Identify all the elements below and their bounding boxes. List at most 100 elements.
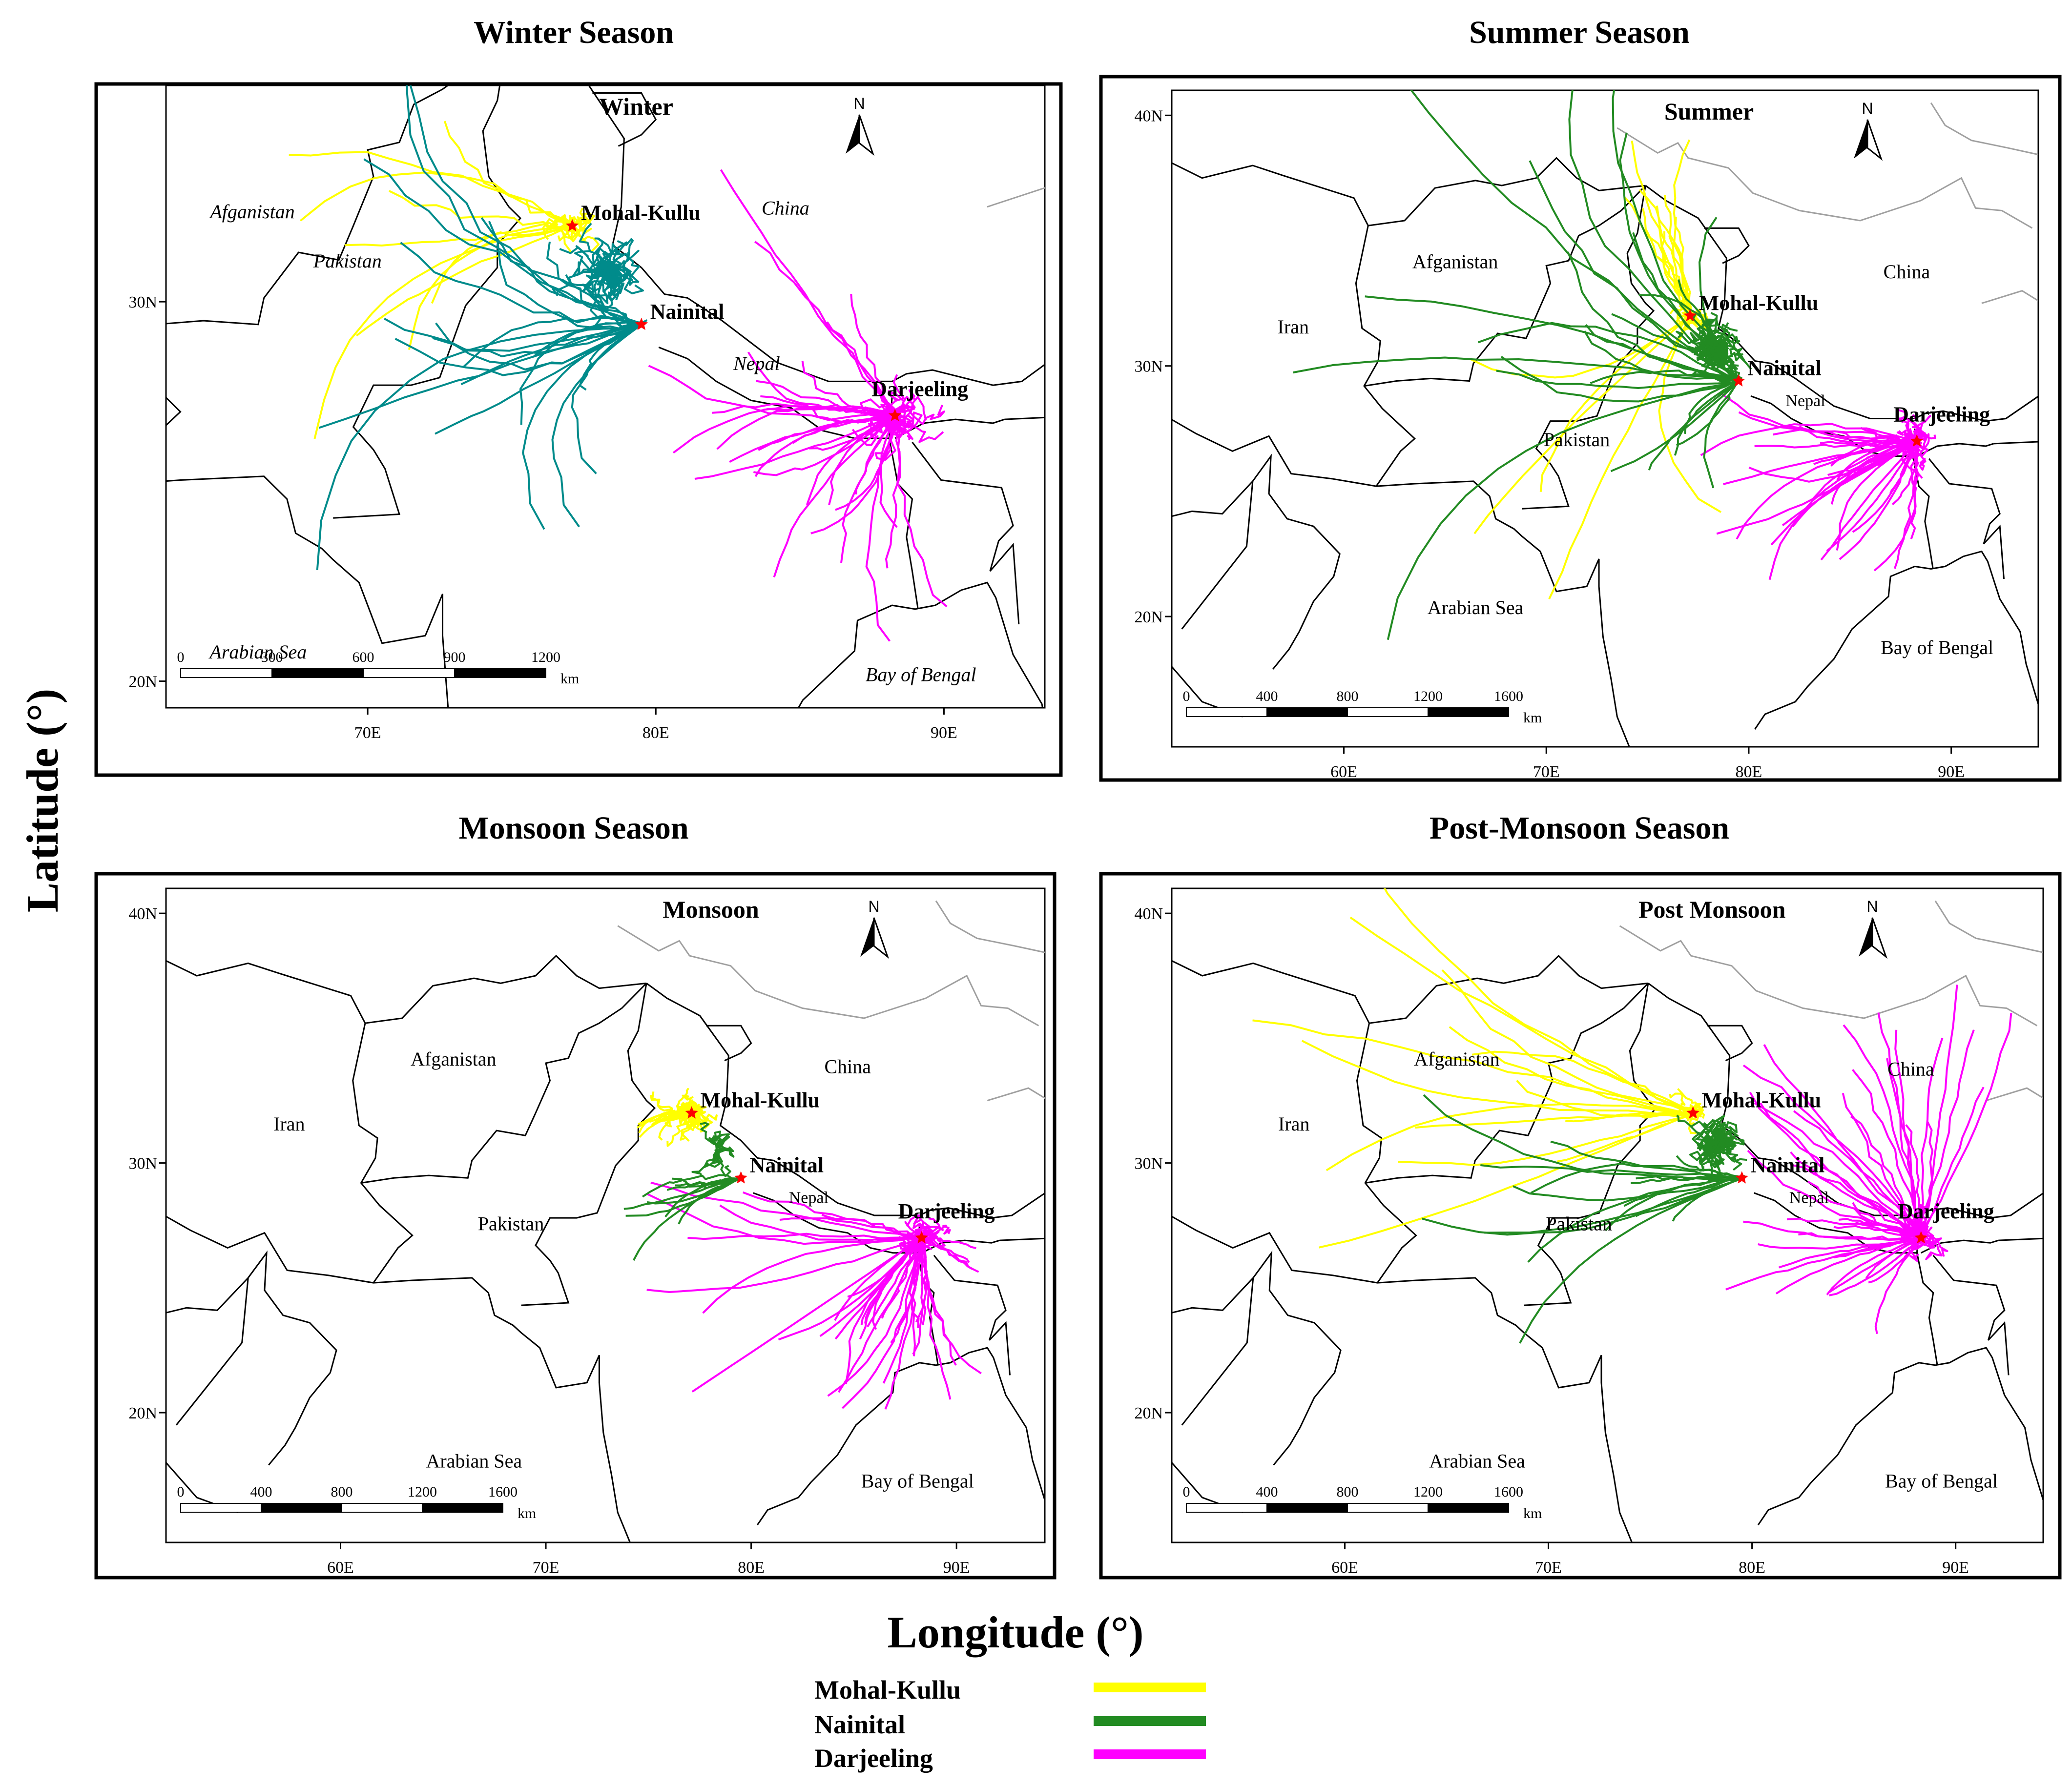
trajectory-nainital: [1387, 381, 1737, 640]
trajectory-nainital: [1674, 379, 1740, 456]
trajectory-mohal-kullu: [1252, 1019, 1692, 1115]
china-province-border: [1986, 1087, 2043, 1102]
trajectory-nainital: [603, 274, 624, 302]
trajectory-darjeeling: [1850, 1115, 1920, 1240]
region-label-bay-of-bengal: Bay of Bengal: [861, 1470, 974, 1492]
trajectory-mohal-kullu: [1673, 139, 1691, 318]
lat-tick-label: 30N: [1134, 358, 1163, 376]
trajectory-nainital: [602, 250, 633, 281]
scalebar-segment: [422, 1503, 503, 1513]
trajectory-nainital: [1636, 1174, 1745, 1181]
north-arrow-letter: N: [1866, 898, 1878, 915]
trajectory-nainital: [703, 1145, 725, 1169]
lon-tick-label: 70E: [354, 724, 381, 742]
map-layer: Iran Afganistan Pakistan China Nepal Arabian …: [1172, 888, 2043, 1542]
panel-frame: [94, 82, 1063, 777]
scalebar-tick: 800: [331, 1484, 353, 1500]
trajectory-nainital: [1612, 90, 1737, 384]
trajectory-mohal-kullu: [1658, 315, 1722, 513]
panel-frame: [1099, 872, 2062, 1580]
country-border: [1365, 983, 1649, 1184]
trajectory-darjeeling: [729, 411, 899, 463]
country-border: [166, 85, 449, 326]
region-label-nepal: Nepal: [789, 1189, 829, 1207]
country-border: [1928, 458, 2005, 579]
china-province-border: [987, 187, 1045, 208]
north-arrow-outline: [858, 114, 875, 156]
scalebar-segment: [1266, 1503, 1348, 1513]
x-axis-label: Longitude (°): [888, 1607, 1144, 1657]
trajectory-nainital: [316, 327, 637, 571]
panels-layer: Winter Season Afganistan Pakistan China Nepa…: [94, 15, 2062, 1580]
trajectory-darjeeling: [884, 396, 927, 429]
station-label-nainital: Nainital: [1751, 1153, 1825, 1177]
trajectory-mohal-kullu: [1301, 1040, 1692, 1115]
country-border: [166, 1215, 631, 1542]
country-border: [1993, 441, 2038, 445]
trajectory-darjeeling: [1919, 1012, 2012, 1239]
country-border: [1172, 1215, 1633, 1542]
country-border: [1364, 185, 1646, 387]
region-label-arabian-sea: Arabian Sea: [1428, 596, 1524, 618]
trajectory-mohal-kullu: [1473, 317, 1688, 534]
lon-tick-label: 60E: [327, 1559, 354, 1577]
trajectory-darjeeling: [1903, 1230, 1922, 1253]
station-marker-darjeeling: [1914, 1231, 1928, 1244]
region-label-pakistan: Pakistan: [1546, 1213, 1612, 1235]
trajectory-darjeeling: [904, 1214, 944, 1239]
station-label-mohal-kullu: Mohal-Kullu: [1702, 1088, 1822, 1112]
lat-tick-label: 40N: [128, 905, 157, 923]
country-border: [999, 1237, 1045, 1241]
country-border: [1998, 1237, 2043, 1241]
station-label-darjeeling: Darjeeling: [1893, 403, 1990, 427]
trajectory-nainital: [1484, 1178, 1740, 1234]
north-arrow-outline: [1866, 119, 1883, 161]
trajectory-mohal-kullu: [389, 190, 574, 230]
lon-tick-label: 90E: [931, 724, 957, 742]
trajectory-nainital: [551, 325, 641, 528]
country-border: [1181, 1277, 1254, 1426]
trajectory-nainital: [546, 241, 637, 329]
lon-tick-label: 90E: [1938, 763, 1965, 781]
country-border: [1524, 983, 1658, 1306]
trajectory-darjeeling: [1920, 1237, 1948, 1257]
china-province-border: [1616, 127, 2033, 229]
trajectory-darjeeling: [650, 1181, 924, 1237]
scalebar-segment: [180, 1503, 262, 1513]
north-arrow-outline: [1871, 917, 1888, 959]
trajectory-darjeeling: [801, 361, 893, 419]
country-border: [1368, 157, 1646, 226]
country-border: [797, 581, 1043, 708]
country-border: [1645, 185, 2038, 422]
trajectory-darjeeling: [1911, 421, 1924, 442]
region-label-iran: Iran: [1278, 316, 1309, 338]
trajectory-nainital: [1703, 381, 1739, 489]
station-marker-darjeeling: [888, 409, 902, 421]
trajectory-darjeeling: [1759, 1102, 1920, 1241]
lon-tick-label: 60E: [1330, 763, 1357, 781]
country-border: [1704, 227, 1750, 264]
legend-label-nainital: Nainital: [814, 1710, 905, 1739]
country-border: [166, 960, 414, 1283]
trajectory-nainital: [460, 322, 644, 386]
scalebar-segment: [1347, 1503, 1429, 1513]
scalebar-segment: [1266, 707, 1348, 717]
panel-title: Winter Season: [474, 15, 674, 50]
country-border: [1757, 1347, 2043, 1526]
scalebar-tick: 0: [177, 649, 185, 665]
china-province-border: [1619, 925, 2038, 1027]
trajectory-mohal-kullu: [543, 217, 573, 234]
scalebar-tick: 800: [1337, 688, 1359, 704]
trajectory-darjeeling: [837, 1238, 922, 1393]
trajectory-darjeeling: [1798, 1232, 1920, 1241]
trajectory-mohal-kullu: [313, 225, 572, 439]
country-border: [166, 475, 449, 708]
station-marker-mohal-kullu: [685, 1106, 698, 1119]
lon-tick-label: 60E: [1331, 1559, 1358, 1577]
station-label-mohal-kullu: Mohal-Kullu: [581, 201, 701, 225]
trajectory-darjeeling: [851, 414, 896, 446]
station-marker-nainital: [1732, 374, 1745, 387]
lat-tick-label: 30N: [1134, 1155, 1163, 1173]
scalebar-tick: 300: [261, 649, 283, 665]
trajectory-darjeeling: [1820, 438, 1921, 561]
